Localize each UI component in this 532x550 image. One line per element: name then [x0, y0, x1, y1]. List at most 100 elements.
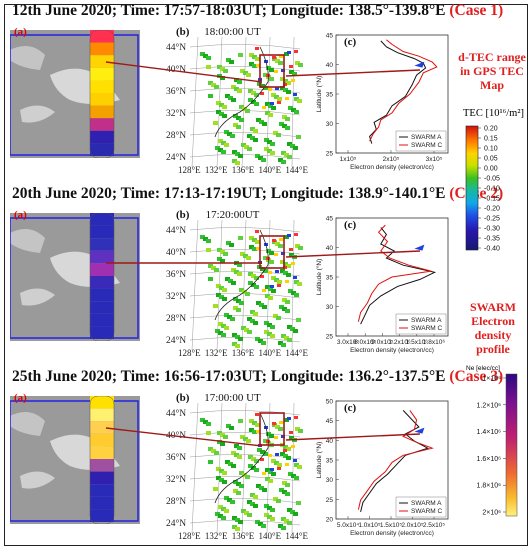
- swarm-a-line: [360, 410, 430, 513]
- y-tick-label: 40: [326, 62, 334, 69]
- panel-c-label: (c): [344, 402, 357, 414]
- tec-tick-label: -0.20: [484, 206, 500, 213]
- tec-tick-label: -0.05: [484, 176, 500, 183]
- x-tick-label: 2.0x10⁵: [401, 522, 424, 529]
- lat-label: 44°N: [166, 409, 187, 419]
- ne-tick-label: 1.4×10⁶: [477, 429, 502, 436]
- legend-swarm-c: SWARM C: [411, 508, 442, 515]
- x-tick-label: 6.0x10⁵: [354, 339, 377, 346]
- x-tick-label: 3x10⁵: [426, 156, 443, 163]
- ne-unit-label: Ne [elec/cc]: [466, 365, 500, 372]
- lat-label: 24°N: [166, 336, 187, 346]
- lon-label: 144°E: [285, 531, 308, 541]
- y-tick-label: 45: [326, 33, 334, 40]
- lat-label: 24°N: [166, 153, 187, 163]
- y-tick-label: 25: [326, 334, 334, 341]
- y-axis-label: Latitude (°N): [315, 76, 323, 113]
- lat-label: 44°N: [166, 43, 187, 53]
- case-row: 20th June 2020; Time: 17:13-17:19UT; Lon…: [0, 185, 503, 363]
- tec-tick-label: -0.35: [484, 236, 500, 243]
- legend-swarm-a: SWARM A: [411, 317, 442, 324]
- x-tick-label: 2x10⁵: [383, 156, 400, 163]
- case-title-text: 12th June 2020; Time: 17:57-18:03UT; Lon…: [12, 2, 446, 19]
- swarm-c-line: [369, 39, 438, 142]
- x-tick-label: 1.0x10⁵: [358, 522, 381, 529]
- panel-b-label: (b): [176, 26, 190, 38]
- satellite-image: [10, 396, 140, 524]
- y-tick-label: 40: [326, 438, 334, 445]
- x-tick-label: 1x10⁵: [340, 156, 357, 163]
- tec-unit-label: TEC [10¹⁶/m²]: [463, 108, 524, 119]
- y-tick-label: 35: [326, 458, 334, 465]
- lon-label: 136°E: [231, 531, 255, 541]
- ne-tick-label: 1.8×10⁶: [477, 483, 502, 490]
- x-axis-label: Electron density (electron/cc): [350, 530, 434, 537]
- case-tag: (Case 3): [449, 368, 504, 385]
- lon-label: 140°E: [258, 531, 282, 541]
- y-tick-label: 45: [326, 216, 334, 223]
- x-tick-label: 1.8x10⁶: [423, 339, 446, 346]
- tec-tick-label: -0.40: [484, 246, 500, 253]
- satellite-image: [10, 30, 140, 158]
- map-time: 17:00:00 UT: [204, 392, 261, 404]
- ne-tick-label: 1.6×10⁶: [477, 456, 502, 463]
- lat-label: 36°N: [166, 270, 187, 280]
- lat-label: 28°N: [166, 131, 187, 141]
- tec-tick-label: 0.15: [484, 136, 498, 143]
- case-title-text: 20th June 2020; Time: 17:13-17:19UT; Lon…: [12, 185, 446, 202]
- figure-frame: [4, 4, 528, 546]
- y-tick-label: 25: [326, 151, 334, 158]
- y-tick-label: 30: [326, 121, 334, 128]
- legend-swarm-a: SWARM A: [411, 500, 442, 507]
- lat-label: 24°N: [166, 519, 187, 529]
- legend-swarm-a: SWARM A: [411, 134, 442, 141]
- lon-label: 128°E: [178, 531, 201, 541]
- swarm-profile-plot: 25 30 35 40 45 1x10⁵ 2x10⁵ 3x10⁵ Electron densit…: [314, 27, 456, 177]
- lat-label: 44°N: [166, 226, 187, 236]
- lon-label: 144°E: [285, 348, 308, 358]
- panel-c-label: (c): [344, 36, 357, 48]
- case-title: 20th June 2020; Time: 17:13-17:19UT; Lon…: [12, 185, 503, 203]
- panel-a-label: (a): [14, 26, 27, 38]
- lon-label: 128°E: [178, 348, 201, 358]
- lon-label: 132°E: [204, 531, 228, 541]
- y-tick-label: 35: [326, 275, 334, 282]
- swarm-profile-plot: 20 25 30 35 40 45 50 5.0x10⁴ 1.0x10⁵ 1.5x10⁵ 2.0x1…: [314, 393, 456, 543]
- lat-label: 28°N: [166, 497, 187, 507]
- case-title-text: 25th June 2020; Time: 16:56-17:03UT; Lon…: [12, 368, 446, 385]
- swarm-a-line: [360, 227, 437, 325]
- case-title: 25th June 2020; Time: 16:56-17:03UT; Lon…: [12, 368, 503, 386]
- swarm-a-line: [369, 40, 427, 144]
- ne-colorbar: 1×10⁶ 1.2×10⁶ 1.4×10⁶ 1.6×10⁶ 1.8×10⁶ 2×10⁶: [477, 373, 518, 517]
- x-axis-label: Electron density (electron/cc): [350, 347, 434, 354]
- swarm-c-line: [357, 224, 432, 322]
- lat-label: 40°N: [166, 248, 187, 258]
- panel-c-label: (c): [344, 219, 357, 231]
- dtec-range-label: d-TEC range in GPS TEC Map: [458, 50, 526, 92]
- lat-label: 32°N: [166, 475, 187, 485]
- satellite-image: [10, 213, 140, 341]
- map-time: 18:00:00 UT: [204, 26, 261, 38]
- case-row: 12th June 2020; Time: 17:57-18:03UT; Lon…: [0, 2, 503, 180]
- swarm-profile-plot: 25 30 35 40 45 3.0x10⁵ 6.0x10⁵ 9.0x10⁵ 1.2x10⁶ 1.…: [314, 210, 456, 360]
- lon-label: 132°E: [204, 165, 228, 175]
- y-axis-label: Latitude (°N): [315, 259, 323, 296]
- case-tag: (Case 1): [449, 2, 504, 19]
- lon-label: 140°E: [258, 165, 282, 175]
- y-tick-label: 25: [326, 497, 334, 504]
- tec-map: 18:00:00 UT 44°N 40°N 36°N 32°N 28°N 24°N 128°E…: [160, 26, 308, 177]
- tec-tick-label: 0.00: [484, 166, 498, 173]
- y-tick-label: 40: [326, 245, 334, 252]
- tec-colorbar: 0.20 0.15 0.10 0.05 0.00 -0.05 -0.10 -0.15 -0.20…: [465, 126, 500, 253]
- x-tick-label: 3.0x10⁵: [337, 339, 360, 346]
- lon-label: 140°E: [258, 348, 282, 358]
- x-tick-label: 1.2x10⁶: [388, 339, 411, 346]
- y-tick-label: 35: [326, 92, 334, 99]
- x-tick-label: 9.0x10⁵: [371, 339, 394, 346]
- lat-label: 32°N: [166, 109, 187, 119]
- lat-label: 32°N: [166, 292, 187, 302]
- map-time: 17:20:00UT: [205, 209, 260, 221]
- y-tick-label: 30: [326, 304, 334, 311]
- tec-tick-label: -0.30: [484, 226, 500, 233]
- tec-tick-label: 0.10: [484, 146, 498, 153]
